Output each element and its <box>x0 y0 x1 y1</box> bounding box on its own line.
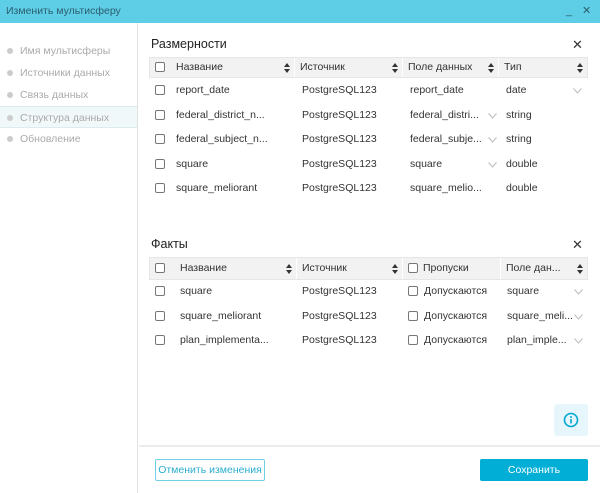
cancel-changes-button[interactable]: Отменить изменения <box>155 459 265 481</box>
dimension-type[interactable]: double <box>506 157 538 170</box>
dimension-name: report_date <box>176 84 230 96</box>
facts-table-header: Название Источник Пропуски Поле дан... <box>149 257 588 280</box>
field-dropdown-chevron-icon[interactable] <box>488 137 497 143</box>
fact-field[interactable]: plan_imple... <box>507 334 567 346</box>
dimension-source: PostgreSQL123 <box>302 182 377 195</box>
header-label: Поле данных <box>408 61 473 73</box>
dimension-source: PostgreSQL123 <box>302 133 377 146</box>
dimension-field[interactable]: federal_subje... <box>410 133 482 146</box>
sort-icon[interactable] <box>577 264 583 274</box>
sort-icon[interactable] <box>392 264 398 274</box>
dimension-type[interactable]: string <box>506 108 532 121</box>
fact-field[interactable]: square_meli... <box>507 309 573 322</box>
gaps-all-checkbox[interactable] <box>408 263 418 273</box>
info-icon <box>563 412 579 428</box>
save-button[interactable]: Сохранить <box>480 459 588 481</box>
column-header-gaps[interactable]: Пропуски <box>403 258 501 279</box>
column-header-source[interactable]: Источник <box>295 58 403 77</box>
row-checkbox[interactable] <box>155 335 165 345</box>
dimension-name: square_meliorant <box>176 182 258 195</box>
fact-source: PostgreSQL123 <box>302 285 377 297</box>
header-label: Пропуски <box>423 262 469 274</box>
row-checkbox[interactable] <box>155 134 165 145</box>
dimension-type[interactable]: date <box>506 84 527 96</box>
header-label: Тип <box>504 61 522 73</box>
sort-icon[interactable] <box>284 63 290 73</box>
dimension-source: PostgreSQL123 <box>302 108 377 121</box>
dimension-source: PostgreSQL123 <box>302 157 377 170</box>
window-close-button[interactable]: ✕ <box>582 5 592 17</box>
gaps-label: Допускаются <box>424 334 488 346</box>
gaps-checkbox[interactable] <box>408 335 418 345</box>
dimension-field[interactable]: square <box>410 157 443 170</box>
header-label: Название <box>176 61 223 73</box>
sort-icon[interactable] <box>488 63 494 73</box>
dimension-name: square <box>176 157 209 170</box>
header-label: Источник <box>302 262 347 274</box>
fact-source: PostgreSQL123 <box>302 309 377 322</box>
column-header-name[interactable]: Название <box>171 58 295 77</box>
gaps-checkbox[interactable] <box>408 286 418 296</box>
field-dropdown-chevron-icon[interactable] <box>488 161 497 168</box>
sidebar-item-links[interactable]: Связь данных <box>0 84 137 106</box>
window-title: Изменить мультисферу <box>6 5 121 17</box>
info-button[interactable] <box>554 404 588 436</box>
fact-field[interactable]: square <box>507 285 540 297</box>
column-header-name[interactable]: Название <box>175 258 297 279</box>
dimension-field[interactable]: report_date <box>410 84 464 96</box>
dimension-type[interactable]: double <box>506 182 538 195</box>
header-label: Название <box>180 262 227 274</box>
column-header-source[interactable]: Источник <box>297 258 403 279</box>
field-dropdown-chevron-icon[interactable] <box>574 289 583 295</box>
row-checkbox[interactable] <box>155 85 165 95</box>
dimensions-title: Размерности <box>151 37 227 51</box>
field-dropdown-chevron-icon[interactable] <box>574 338 583 344</box>
sidebar-item-name[interactable]: Имя мультисферы <box>0 40 137 62</box>
dimension-field[interactable]: federal_distri... <box>410 108 479 121</box>
minimize-button[interactable]: _ <box>566 5 573 17</box>
gaps-label: Допускаются <box>424 309 488 322</box>
facts-close-icon[interactable]: ✕ <box>572 237 583 252</box>
sort-icon[interactable] <box>577 63 583 73</box>
dimension-name: federal_district_n... <box>176 108 265 121</box>
sort-icon[interactable] <box>392 63 398 73</box>
sidebar: Имя мультисферы Источники данных Связь д… <box>0 23 138 493</box>
select-all-checkbox[interactable] <box>155 263 165 273</box>
dimensions-close-icon[interactable]: ✕ <box>572 37 583 52</box>
header-label: Поле дан... <box>506 262 561 274</box>
field-dropdown-chevron-icon[interactable] <box>574 313 583 320</box>
sidebar-item-update[interactable]: Обновление <box>0 128 137 150</box>
row-checkbox[interactable] <box>155 109 165 120</box>
window-titlebar: Изменить мультисферу <box>0 0 600 23</box>
facts-title: Факты <box>151 237 188 251</box>
dimension-source: PostgreSQL123 <box>302 84 377 96</box>
row-checkbox[interactable] <box>155 310 165 321</box>
sidebar-item-sources[interactable]: Источники данных <box>0 62 137 84</box>
type-dropdown-chevron-icon[interactable] <box>573 88 582 94</box>
fact-name: plan_implementa... <box>180 334 269 346</box>
row-checkbox[interactable] <box>155 183 165 194</box>
sort-icon[interactable] <box>286 264 292 274</box>
dimensions-table-header: Название Источник Поле данных Тип <box>149 57 588 78</box>
fact-name: square <box>180 285 213 297</box>
column-header-field[interactable]: Поле дан... <box>501 258 587 279</box>
row-checkbox[interactable] <box>155 286 165 296</box>
field-dropdown-chevron-icon[interactable] <box>488 112 497 119</box>
row-checkbox[interactable] <box>155 158 165 169</box>
dimension-type[interactable]: string <box>506 133 532 146</box>
dimension-name: federal_subject_n... <box>176 133 268 146</box>
column-header-field[interactable]: Поле данных <box>403 58 499 77</box>
gaps-label: Допускаются <box>424 285 488 297</box>
dimension-field[interactable]: square_melio... <box>410 182 482 195</box>
footer-divider <box>139 445 600 447</box>
header-label: Источник <box>300 61 345 73</box>
fact-source: PostgreSQL123 <box>302 334 377 346</box>
sidebar-item-structure[interactable]: Структура данных <box>0 106 137 128</box>
gaps-checkbox[interactable] <box>408 310 418 321</box>
fact-name: square_meliorant <box>180 309 262 322</box>
select-all-checkbox[interactable] <box>155 62 165 72</box>
column-header-type[interactable]: Тип <box>499 58 587 77</box>
